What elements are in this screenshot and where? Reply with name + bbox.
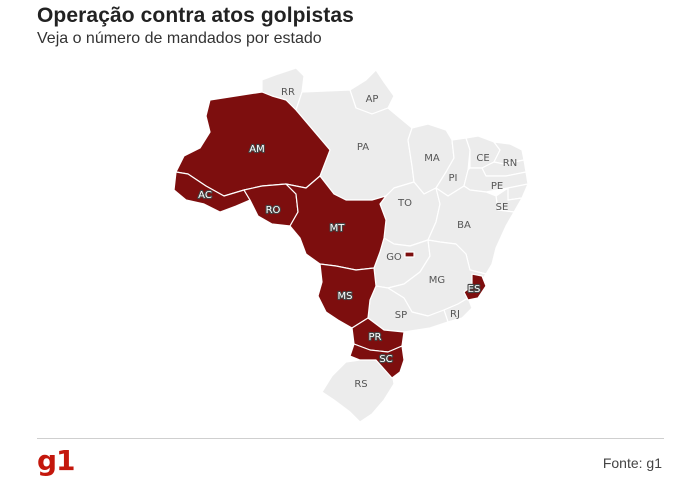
g1-logo: g1 — [37, 444, 76, 477]
state-ap — [349, 69, 395, 115]
label-ro: RO — [266, 205, 281, 216]
label-ba: BA — [457, 220, 471, 231]
footer-divider — [37, 438, 664, 439]
label-am: AM — [249, 144, 264, 155]
label-ms: MS — [338, 291, 353, 302]
label-pe: PE — [491, 181, 503, 192]
state-mt — [285, 175, 387, 271]
label-mt: MT — [330, 223, 346, 234]
label-pi: PI — [449, 173, 458, 184]
label-ap: AP — [366, 94, 379, 105]
label-rr: RR — [281, 87, 295, 98]
label-rn: RN — [503, 158, 517, 169]
label-ce: CE — [476, 153, 489, 164]
state-rs — [321, 359, 395, 423]
state-sc — [349, 343, 405, 379]
label-rj: RJ — [450, 309, 460, 320]
label-sp: SP — [395, 310, 407, 321]
state-es — [463, 273, 487, 301]
label-sc: SC — [379, 354, 392, 365]
label-ac: AC — [198, 190, 212, 201]
label-pr: PR — [369, 332, 382, 343]
chart-subtitle: Veja o número de mandados por estado — [37, 30, 322, 47]
label-se: SE — [496, 202, 509, 213]
label-pa: PA — [357, 142, 369, 153]
label-mg: MG — [429, 275, 445, 286]
label-to: TO — [397, 198, 412, 209]
label-ma: MA — [424, 153, 440, 164]
source-text: Fonte: g1 — [602, 455, 662, 471]
chart-title: Operação contra atos golpistas — [37, 4, 354, 27]
state-ac — [173, 171, 251, 213]
label-go: GO — [386, 252, 402, 263]
label-rs: RS — [354, 379, 367, 390]
label-es: ES — [468, 284, 481, 295]
state-go-marker — [404, 251, 415, 258]
